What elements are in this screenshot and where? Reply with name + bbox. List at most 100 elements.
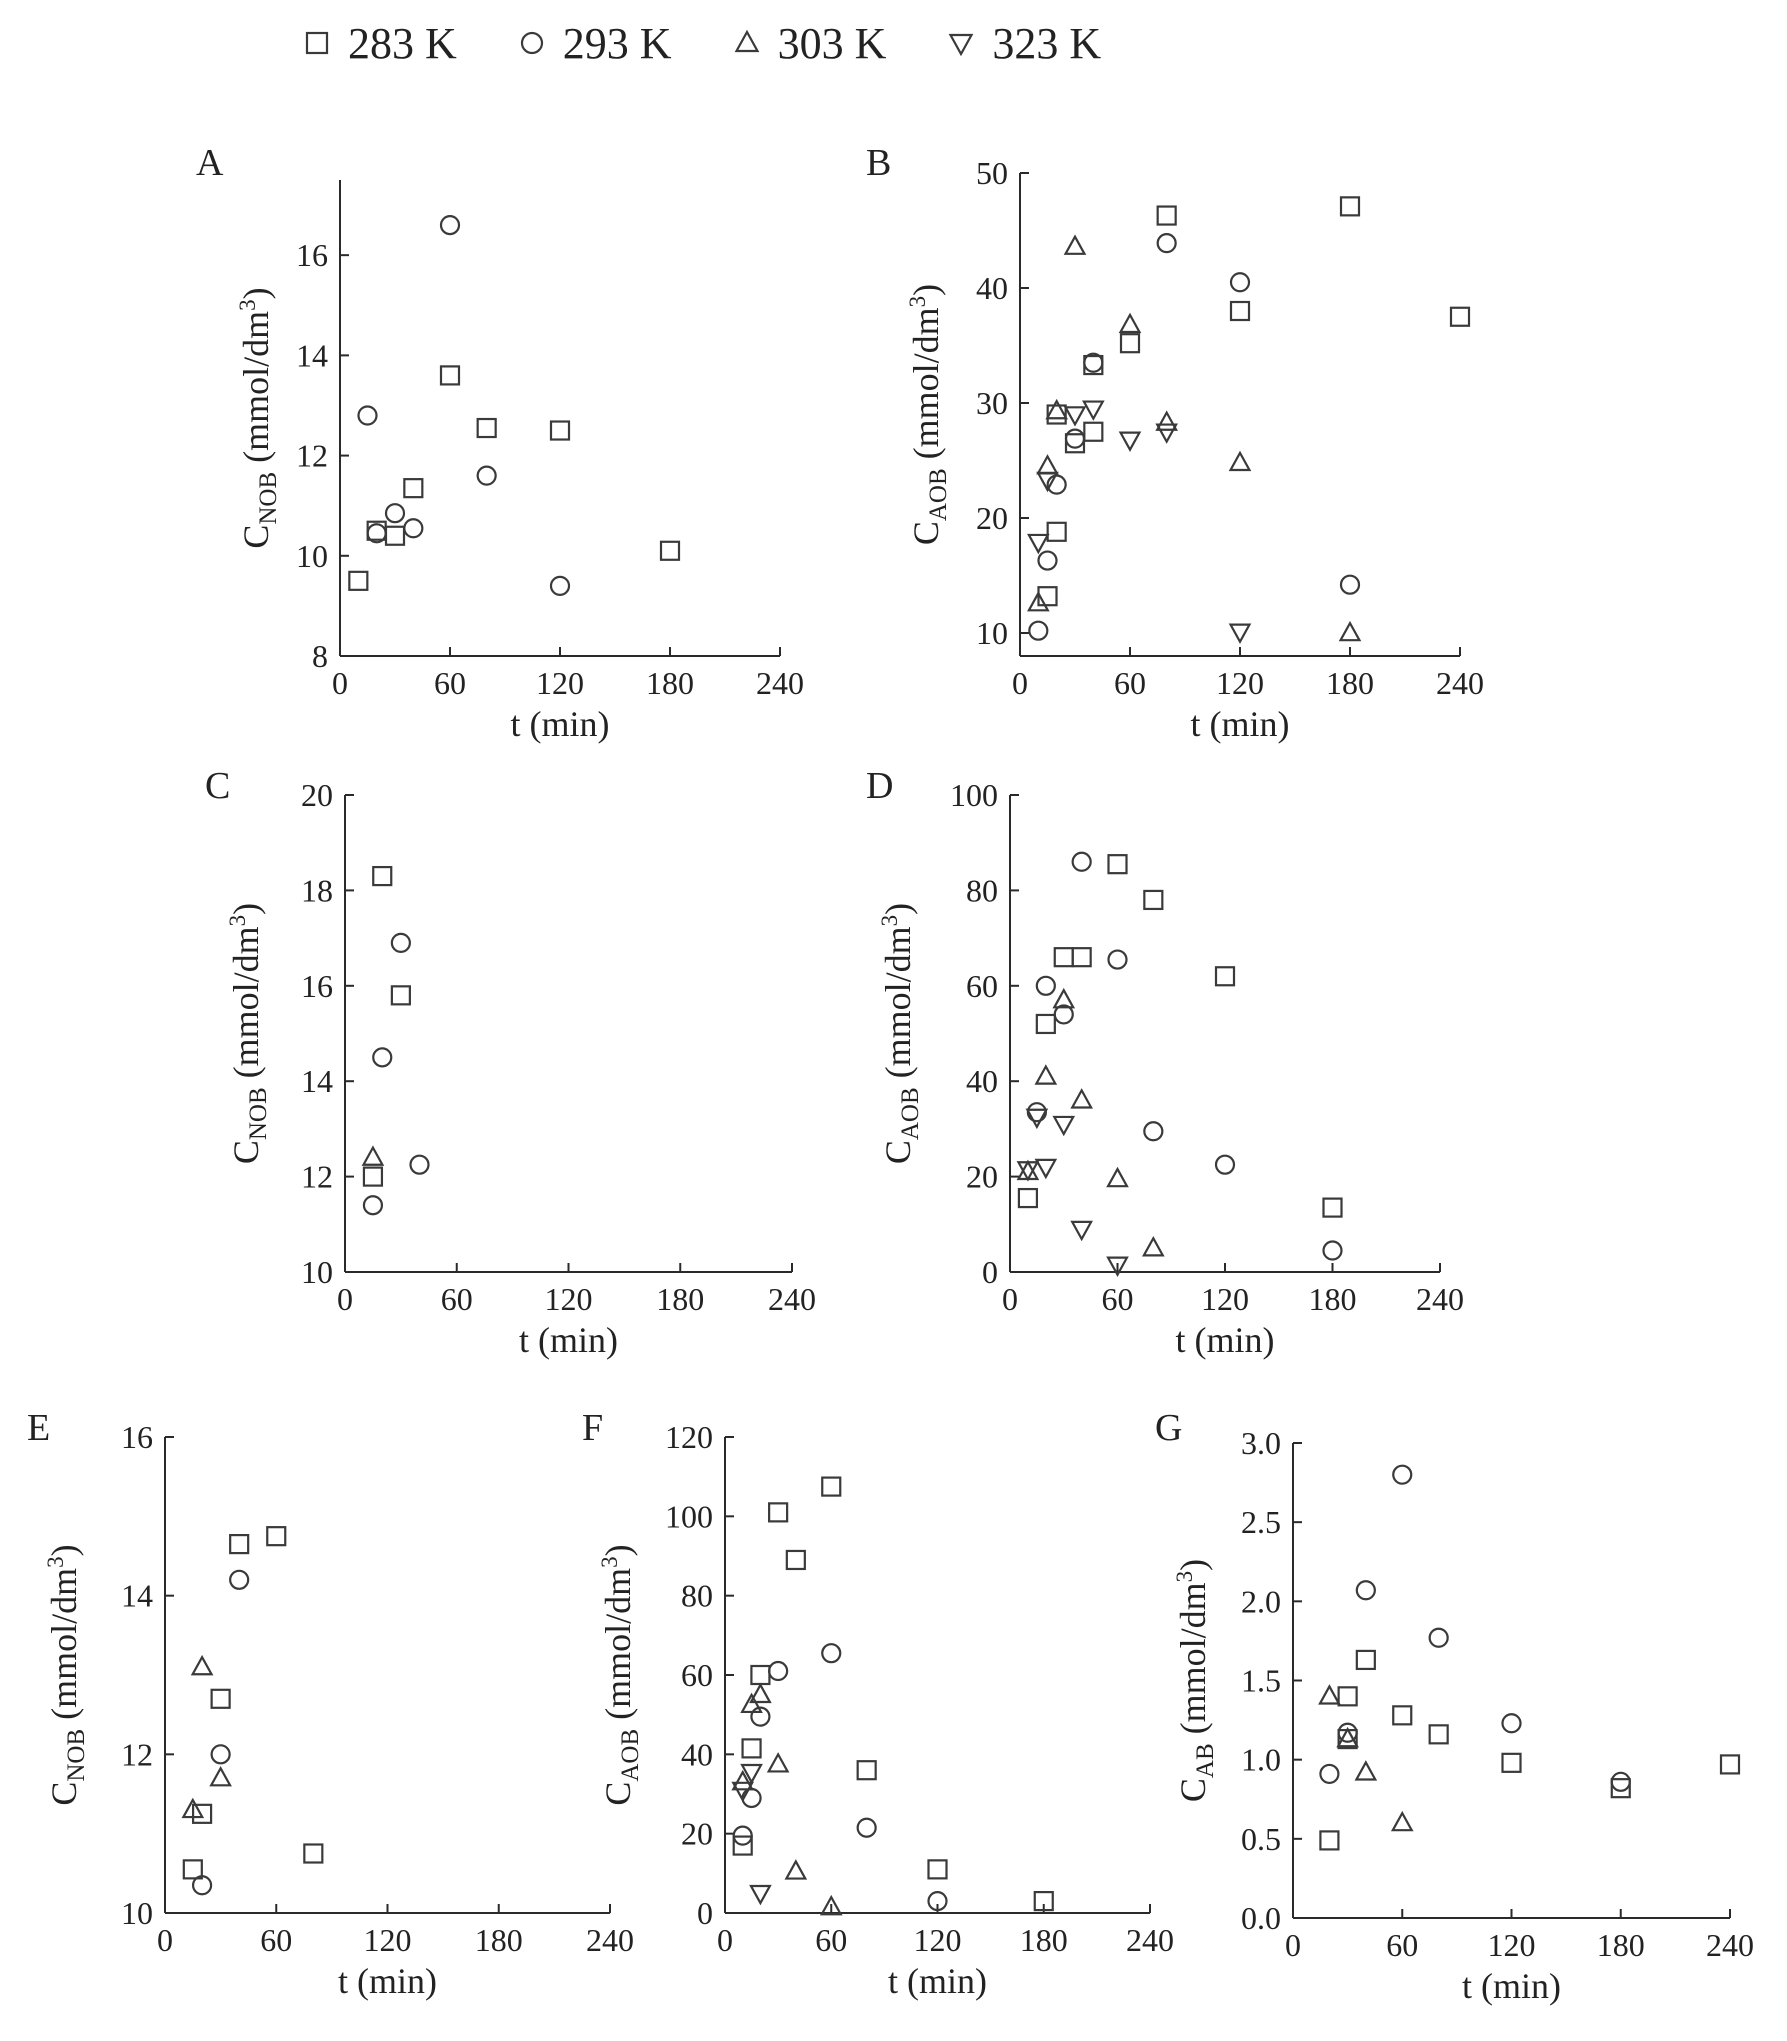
x-tick-label: 120 bbox=[364, 1922, 412, 1958]
y-axis-title-sub: AB bbox=[1192, 1743, 1219, 1778]
x-axis-title: t (min) bbox=[1462, 1966, 1561, 2006]
x-tick-label: 0 bbox=[1012, 665, 1028, 701]
y-tick-label: 10 bbox=[976, 615, 1008, 651]
data-point-square bbox=[210, 1688, 231, 1709]
data-point-square bbox=[1071, 947, 1092, 968]
data-point-triangle-up bbox=[1052, 987, 1076, 1009]
legend-item: 303 K bbox=[730, 18, 886, 69]
panel-b: 0 60 120 180 240 10 20 30 40 50 Bt (min) CAOB (mmol… bbox=[866, 142, 1484, 744]
y-axis-title-close: ) bbox=[906, 284, 946, 296]
x-tick-label: 240 bbox=[756, 665, 804, 701]
y-tick-label: 14 bbox=[121, 1578, 153, 1614]
y-tick-label: 16 bbox=[301, 968, 333, 1004]
y-tick-label: 10 bbox=[296, 538, 328, 574]
data-point-square bbox=[1214, 966, 1236, 987]
panel-a: 0 60 120 180 240 8 10 12 14 16 At (min) CNOB (mmol/… bbox=[196, 142, 804, 744]
y-tick-label: 40 bbox=[966, 1063, 998, 1099]
x-tick-label: 120 bbox=[1488, 1927, 1536, 1963]
x-axis-title: t (min) bbox=[519, 1320, 618, 1360]
panel-letter: E bbox=[27, 1407, 50, 1449]
panel-letter: G bbox=[1155, 1407, 1182, 1449]
y-axis-title-main: C bbox=[44, 1782, 84, 1806]
x-tick-label: 120 bbox=[914, 1922, 962, 1958]
x-tick-label: 60 bbox=[1102, 1281, 1134, 1317]
y-tick-label: 12 bbox=[296, 438, 328, 474]
data-point-circle bbox=[1428, 1627, 1449, 1648]
y-axis-title-main: C bbox=[878, 1140, 918, 1164]
data-point-square bbox=[1107, 854, 1128, 875]
y-tick-label: 40 bbox=[976, 270, 1008, 306]
data-point-square bbox=[1229, 300, 1251, 322]
data-point-circle bbox=[191, 1875, 213, 1896]
triangle-down-marker-icon bbox=[948, 33, 974, 57]
x-tick-label: 120 bbox=[545, 1281, 593, 1317]
data-point-square bbox=[1143, 889, 1164, 911]
x-tick-label: 240 bbox=[1126, 1922, 1174, 1958]
y-axis-title: CAOB (mmol/dm3) bbox=[597, 1544, 644, 1805]
data-point-square bbox=[1046, 521, 1067, 542]
data-point-circle bbox=[1322, 1240, 1343, 1261]
data-point-triangle-down bbox=[1082, 400, 1105, 421]
x-tick-label: 0 bbox=[1285, 1927, 1301, 1963]
data-point-triangle-up bbox=[1142, 1235, 1165, 1257]
data-point-circle bbox=[1028, 620, 1049, 641]
series-303-k bbox=[1027, 234, 1362, 642]
panel-letter: A bbox=[196, 142, 224, 184]
data-point-triangle-up bbox=[209, 1765, 232, 1787]
data-point-square bbox=[741, 1738, 762, 1759]
y-axis-title-sub: AOB bbox=[925, 468, 952, 521]
y-axis-title-close: ) bbox=[226, 903, 266, 915]
x-tick-label: 180 bbox=[1597, 1927, 1645, 1963]
y-tick-label: 1.5 bbox=[1241, 1663, 1281, 1699]
data-point-triangle-up bbox=[749, 1682, 772, 1704]
series-323-k bbox=[1016, 1108, 1129, 1278]
x-axis-title: t (min) bbox=[888, 1961, 987, 2001]
y-axis-title-unit: (mmol/dm bbox=[906, 307, 946, 468]
data-point-circle bbox=[1053, 1004, 1074, 1025]
x-tick-label: 0 bbox=[1002, 1281, 1018, 1317]
data-point-circle bbox=[1064, 428, 1086, 449]
data-point-triangle-up bbox=[1390, 1810, 1414, 1832]
y-axis-title-close: ) bbox=[878, 903, 918, 915]
x-tick-label: 60 bbox=[441, 1281, 473, 1317]
y-tick-label: 1.0 bbox=[1241, 1742, 1281, 1778]
x-tick-label: 120 bbox=[536, 665, 584, 701]
data-point-circle bbox=[1143, 1121, 1164, 1142]
data-point-circle bbox=[549, 575, 571, 596]
data-point-triangle-up bbox=[1063, 234, 1087, 255]
data-point-circle bbox=[1026, 1102, 1047, 1123]
legend-label: 283 K bbox=[348, 18, 457, 68]
y-tick-label: 30 bbox=[976, 385, 1008, 421]
x-axis-title: t (min) bbox=[511, 704, 610, 744]
data-point-triangle-down bbox=[1228, 623, 1252, 645]
x-tick-label: 240 bbox=[1436, 665, 1484, 701]
y-axis-title-unit: (mmol/dm bbox=[44, 1568, 84, 1729]
data-point-square bbox=[1449, 306, 1471, 327]
data-point-circle bbox=[229, 1569, 250, 1590]
data-point-circle bbox=[210, 1744, 231, 1765]
series-293-k bbox=[1319, 1464, 1631, 1792]
x-tick-label: 60 bbox=[260, 1922, 292, 1958]
y-tick-label: 80 bbox=[966, 872, 998, 908]
series-303-k bbox=[361, 1145, 385, 1166]
y-tick-label: 0 bbox=[982, 1254, 998, 1290]
series-293-k bbox=[191, 1569, 250, 1896]
data-point-square bbox=[1017, 1187, 1039, 1209]
y-tick-label: 100 bbox=[665, 1498, 713, 1534]
data-point-square bbox=[390, 985, 411, 1006]
x-axis-title: t (min) bbox=[1191, 704, 1290, 744]
data-point-circle bbox=[409, 1154, 430, 1175]
data-point-square bbox=[1064, 433, 1086, 454]
x-tick-label: 180 bbox=[1309, 1281, 1357, 1317]
data-point-triangle-up bbox=[361, 1145, 385, 1166]
x-tick-label: 60 bbox=[815, 1922, 847, 1958]
x-tick-label: 240 bbox=[586, 1922, 634, 1958]
data-point-circle bbox=[384, 503, 406, 524]
y-tick-label: 0.5 bbox=[1241, 1821, 1281, 1857]
data-point-triangle-down bbox=[1155, 423, 1178, 444]
data-point-circle bbox=[1071, 851, 1092, 872]
series-293-k bbox=[357, 214, 571, 596]
x-tick-label: 60 bbox=[434, 665, 466, 701]
